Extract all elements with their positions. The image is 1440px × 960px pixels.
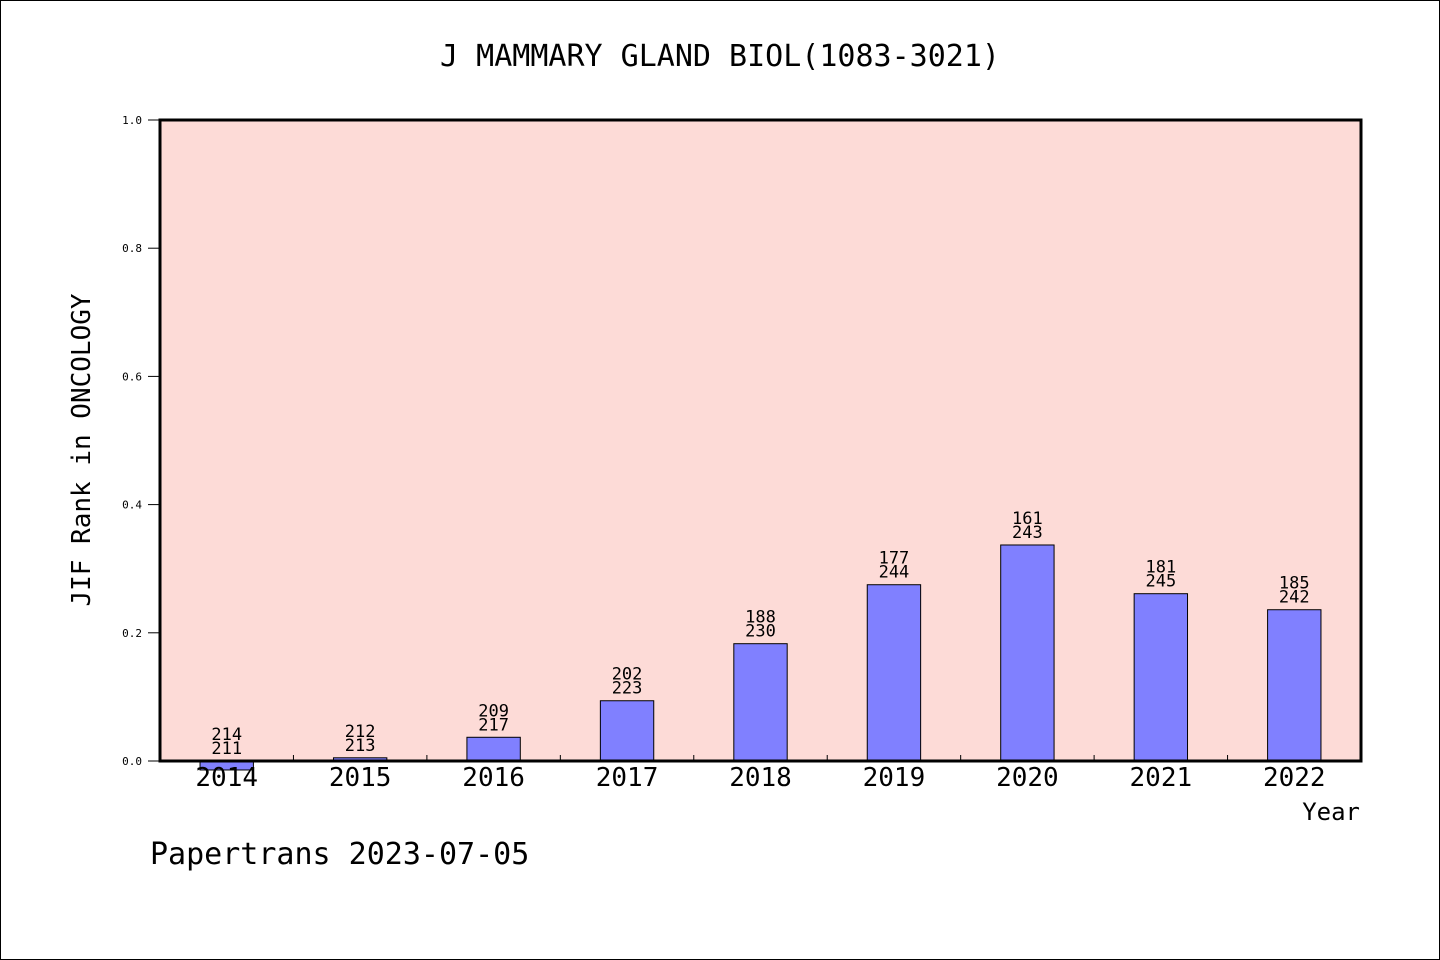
bar-2022 [1267, 609, 1322, 762]
bar-label-total-2021: 245 [1145, 572, 1176, 592]
bar-label-rank-2020: 161 [1012, 509, 1043, 529]
plot-border [158, 118, 1363, 763]
x-tick-label-2016: 2016 [462, 763, 525, 793]
bar-label-total-2014: 211 [211, 739, 242, 759]
watermark-text: Papertrans 2023-07-05 [150, 837, 529, 872]
y-tick-label: 1.0 [122, 114, 142, 127]
bar-2021 [1133, 593, 1189, 762]
x-tick-label-2019: 2019 [863, 763, 926, 793]
y-axis-label: JIF Rank in ONCOLOGY [67, 293, 97, 606]
x-tick-label-2020: 2020 [996, 763, 1059, 793]
bar-label-rank-2015: 212 [345, 722, 376, 742]
x-axis: 2014 2015 2016 2017 2018 2019 2020 2021 2022 [195, 755, 1326, 793]
bar-label-rank-2019: 177 [879, 549, 910, 569]
y-tick-label: 0.2 [122, 627, 142, 640]
chart-title: J MAMMARY GLAND BIOL(1083-3021) [440, 39, 1000, 74]
bar-2018 [733, 643, 788, 762]
bar-2016 [466, 736, 521, 762]
bar-label-rank-2018: 188 [745, 608, 776, 628]
bar-label-total-2017: 223 [612, 679, 643, 699]
y-tick-label: 0.0 [122, 755, 142, 768]
x-tick-label-2018: 2018 [729, 763, 792, 793]
y-tick-label: 0.6 [122, 370, 142, 383]
bar-labels-layer: 2142112122132092172022231882301772441612… [211, 509, 1309, 759]
x-tick-label-2015: 2015 [329, 763, 392, 793]
y-axis: 0.0 0.2 0.4 0.6 0.8 1.0 [122, 114, 160, 768]
bar-label-rank-2016: 209 [478, 701, 509, 721]
bar-label-total-2022: 242 [1279, 588, 1310, 608]
bar-label-rank-2017: 202 [612, 665, 643, 685]
bar-2019 [866, 584, 922, 762]
bar-label-rank-2021: 181 [1145, 558, 1176, 578]
x-tick-label-2022: 2022 [1263, 763, 1326, 793]
bar-2017 [599, 700, 655, 762]
x-axis-label: Year [1302, 798, 1360, 826]
x-tick-label-2021: 2021 [1130, 763, 1193, 793]
x-tick-label-2014: 2014 [195, 763, 258, 793]
bar-label-total-2018: 230 [745, 622, 776, 642]
x-tick-label-2017: 2017 [596, 763, 659, 793]
y-tick-label: 0.4 [122, 499, 142, 512]
bar-label-total-2020: 243 [1012, 523, 1043, 543]
bar-label-rank-2022: 185 [1279, 574, 1310, 594]
bar-label-total-2016: 217 [478, 715, 509, 735]
y-tick-label: 0.8 [122, 242, 142, 255]
bars-layer [199, 544, 1322, 771]
bar-2020 [1000, 544, 1055, 762]
bar-label-rank-2014: 214 [211, 725, 242, 745]
bar-label-total-2019: 244 [879, 563, 910, 583]
bar-label-total-2015: 213 [345, 736, 376, 756]
